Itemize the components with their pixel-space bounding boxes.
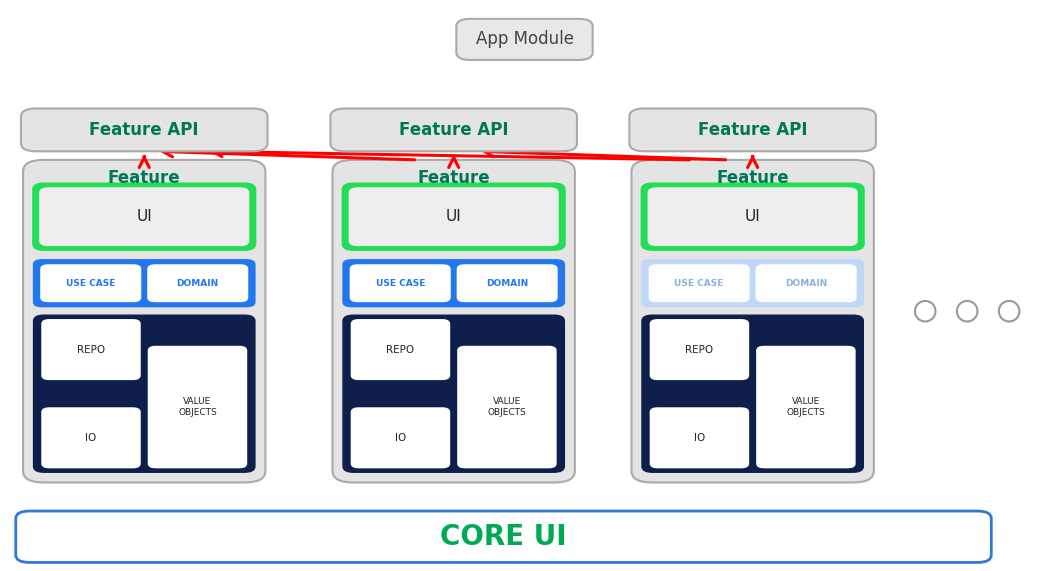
FancyBboxPatch shape bbox=[349, 188, 558, 246]
FancyBboxPatch shape bbox=[23, 160, 265, 482]
Text: Feature API: Feature API bbox=[89, 121, 199, 139]
FancyBboxPatch shape bbox=[16, 511, 991, 562]
Text: DOMAIN: DOMAIN bbox=[785, 279, 828, 288]
Text: USE CASE: USE CASE bbox=[376, 279, 425, 288]
FancyBboxPatch shape bbox=[351, 408, 449, 468]
Text: DOMAIN: DOMAIN bbox=[486, 279, 529, 288]
FancyBboxPatch shape bbox=[756, 265, 856, 301]
Text: Feature API: Feature API bbox=[698, 121, 808, 139]
FancyBboxPatch shape bbox=[649, 265, 749, 301]
FancyBboxPatch shape bbox=[642, 315, 863, 472]
FancyBboxPatch shape bbox=[343, 260, 564, 307]
Text: USE CASE: USE CASE bbox=[675, 279, 724, 288]
FancyBboxPatch shape bbox=[351, 320, 449, 380]
FancyBboxPatch shape bbox=[34, 184, 255, 250]
Text: Feature API: Feature API bbox=[399, 121, 509, 139]
FancyBboxPatch shape bbox=[343, 315, 564, 472]
FancyBboxPatch shape bbox=[456, 19, 593, 60]
FancyBboxPatch shape bbox=[343, 184, 564, 250]
FancyBboxPatch shape bbox=[149, 347, 247, 468]
Text: VALUE
OBJECTS: VALUE OBJECTS bbox=[178, 397, 217, 417]
FancyBboxPatch shape bbox=[333, 160, 575, 482]
FancyBboxPatch shape bbox=[642, 184, 863, 250]
FancyBboxPatch shape bbox=[350, 265, 450, 301]
FancyBboxPatch shape bbox=[148, 265, 248, 301]
FancyBboxPatch shape bbox=[41, 265, 141, 301]
Text: DOMAIN: DOMAIN bbox=[176, 279, 219, 288]
FancyBboxPatch shape bbox=[330, 108, 577, 151]
Text: Feature: Feature bbox=[418, 169, 490, 187]
Text: IO: IO bbox=[693, 433, 705, 443]
Text: VALUE
OBJECTS: VALUE OBJECTS bbox=[488, 397, 527, 417]
Ellipse shape bbox=[957, 301, 978, 321]
Text: CORE UI: CORE UI bbox=[441, 522, 566, 551]
Text: IO: IO bbox=[394, 433, 406, 443]
Text: Feature: Feature bbox=[108, 169, 180, 187]
FancyBboxPatch shape bbox=[648, 188, 857, 246]
FancyBboxPatch shape bbox=[40, 188, 249, 246]
FancyBboxPatch shape bbox=[458, 347, 556, 468]
Text: VALUE
OBJECTS: VALUE OBJECTS bbox=[787, 397, 826, 417]
FancyBboxPatch shape bbox=[21, 108, 267, 151]
FancyBboxPatch shape bbox=[650, 320, 749, 380]
Text: REPO: REPO bbox=[386, 344, 414, 355]
FancyBboxPatch shape bbox=[34, 315, 255, 472]
Text: UI: UI bbox=[136, 209, 152, 224]
Text: REPO: REPO bbox=[685, 344, 713, 355]
FancyBboxPatch shape bbox=[34, 260, 255, 307]
FancyBboxPatch shape bbox=[42, 320, 141, 380]
FancyBboxPatch shape bbox=[757, 347, 855, 468]
FancyBboxPatch shape bbox=[650, 408, 749, 468]
Text: USE CASE: USE CASE bbox=[66, 279, 115, 288]
Text: Feature: Feature bbox=[716, 169, 789, 187]
Text: UI: UI bbox=[446, 209, 462, 224]
FancyBboxPatch shape bbox=[642, 260, 863, 307]
Ellipse shape bbox=[999, 301, 1020, 321]
Text: App Module: App Module bbox=[475, 30, 574, 49]
FancyBboxPatch shape bbox=[42, 408, 141, 468]
Text: UI: UI bbox=[745, 209, 761, 224]
FancyBboxPatch shape bbox=[629, 108, 876, 151]
Ellipse shape bbox=[915, 301, 936, 321]
FancyBboxPatch shape bbox=[631, 160, 874, 482]
Text: REPO: REPO bbox=[77, 344, 105, 355]
Text: IO: IO bbox=[85, 433, 97, 443]
FancyBboxPatch shape bbox=[457, 265, 557, 301]
